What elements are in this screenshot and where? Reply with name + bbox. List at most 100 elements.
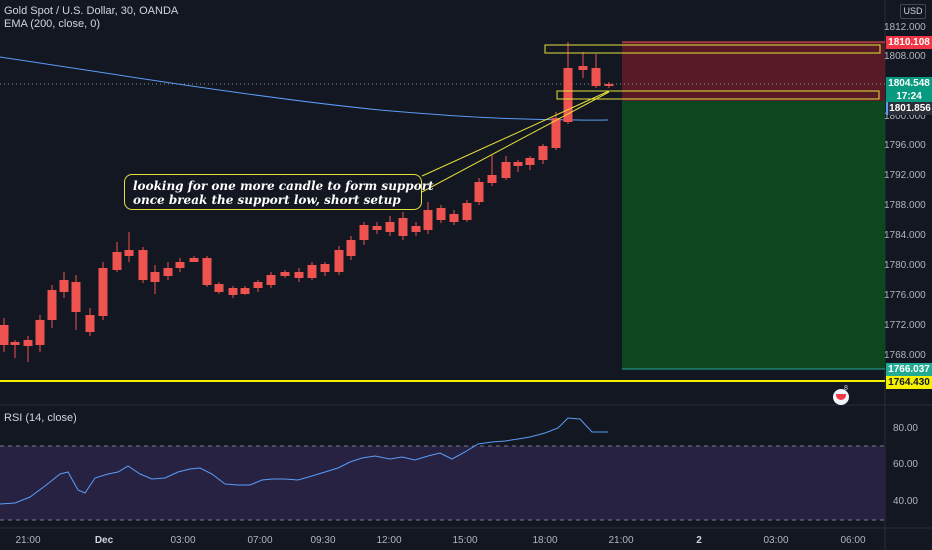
badge-count: 8 [844,385,848,392]
price-tick: 1796.000 [884,140,926,151]
candle-body[interactable] [240,288,250,294]
candle-body[interactable] [474,182,484,202]
price-tick: 1792.000 [884,170,926,181]
candle-body[interactable] [35,320,45,345]
candle-body[interactable] [150,272,160,282]
price-tick: 1776.000 [884,290,926,301]
candle-body[interactable] [320,264,330,272]
candle-body[interactable] [189,258,199,262]
support-rectangle [556,90,880,100]
candle-body[interactable] [307,265,317,278]
support-line-price-tag: 1764.430 [886,376,932,389]
candle-body[interactable] [513,162,523,166]
tradingview-badge-icon[interactable] [833,389,849,405]
candle-body[interactable] [501,162,511,178]
candle-body[interactable] [10,342,20,345]
candle-body[interactable] [85,315,95,332]
candle-body[interactable] [578,66,588,70]
candle-body[interactable] [423,210,433,230]
time-tick: 2 [696,535,702,546]
rsi-tick: 40.00 [892,496,918,507]
candle-body[interactable] [372,226,382,230]
candle-body[interactable] [604,84,614,86]
candle-body[interactable] [398,218,408,236]
annotation-line-1: looking for one more candle to form supp… [133,179,434,193]
candle-body[interactable] [591,68,601,86]
annotation-callout[interactable]: looking for one more candle to form supp… [124,174,434,210]
price-tick: 1808.000 [884,51,926,62]
time-tick: 15:00 [452,535,478,546]
rsi-tick: 80.00 [892,423,918,434]
candle-body[interactable] [487,175,497,183]
time-tick: 03:00 [170,535,196,546]
price-tick: 1780.000 [884,260,926,271]
ema-200-line [0,56,609,121]
time-tick: 12:00 [376,535,402,546]
candle-body[interactable] [228,288,238,295]
candle-body[interactable] [253,282,263,288]
price-tick: 1788.000 [884,200,926,211]
time-tick: 21:00 [608,535,634,546]
rsi-band [0,446,885,520]
price-tick: 1768.000 [884,350,926,361]
candle-body[interactable] [411,226,421,232]
candle-body[interactable] [462,203,472,220]
ema-legend[interactable]: EMA (200, close, 0) [4,18,100,30]
currency-button[interactable]: USD [900,4,926,19]
rsi-line [0,417,608,505]
candle-body[interactable] [124,250,134,256]
symbol-legend[interactable]: Gold Spot / U.S. Dollar, 30, OANDA [4,5,179,17]
candle-body[interactable] [163,268,173,276]
time-tick: 03:00 [763,535,789,546]
bar-countdown-tag: 17:24 [886,90,932,103]
candle-body[interactable] [138,250,148,280]
price-tick: 1812.000 [884,22,926,33]
target-price-tag: 1766.037 [886,363,932,376]
price-tick: 1772.000 [884,320,926,331]
time-tick: 07:00 [247,535,273,546]
candle-body[interactable] [294,272,304,278]
candle-body[interactable] [551,118,561,148]
take-profit-zone [622,101,885,369]
candle-body[interactable] [334,250,344,272]
stop-loss-zone [622,42,885,101]
candle-body[interactable] [59,280,69,292]
annotation-pointer-line [421,90,610,177]
candle-body[interactable] [0,325,9,345]
time-tick: 21:00 [15,535,41,546]
annotation-line-2: once break the support low, short setup [133,193,401,207]
candle-body[interactable] [266,275,276,285]
candle-body[interactable] [359,225,369,240]
resistance-rectangle [544,44,881,54]
candle-body[interactable] [563,68,573,122]
time-tick: 18:00 [532,535,558,546]
candle-body[interactable] [538,146,548,160]
rsi-tick: 60.00 [892,459,918,470]
stop-loss-price-tag: 1810.108 [886,36,932,49]
rsi-legend[interactable]: RSI (14, close) [4,412,77,424]
time-tick: Dec [94,535,114,546]
time-tick: 06:00 [840,535,866,546]
candle-body[interactable] [71,282,81,312]
candle-body[interactable] [98,268,108,316]
candle-body[interactable] [346,240,356,256]
candle-body[interactable] [449,214,459,222]
candle-body[interactable] [23,340,33,346]
annotation-pointer-line-2 [391,91,610,209]
candle-body[interactable] [175,262,185,268]
candle-body[interactable] [525,158,535,165]
candle-body[interactable] [280,272,290,276]
price-tick: 1784.000 [884,230,926,241]
ema-price-tag: 1801.856 [886,102,932,115]
candle-body[interactable] [385,222,395,232]
price-tick: 1800.000 [884,111,926,122]
candle-body[interactable] [202,258,212,285]
time-tick: 09:30 [310,535,336,546]
candle-body[interactable] [214,284,224,292]
candle-body[interactable] [112,252,122,270]
candlestick-series [0,42,614,362]
candle-body[interactable] [47,290,57,320]
candle-body[interactable] [436,208,446,220]
